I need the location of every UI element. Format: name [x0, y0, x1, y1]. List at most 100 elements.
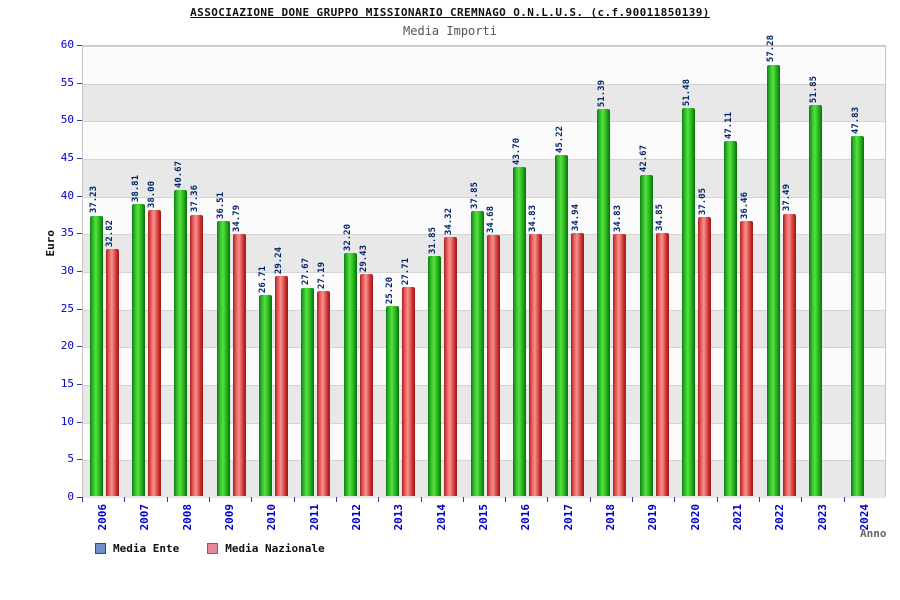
x-axis-tick — [335, 497, 337, 502]
grid-band — [83, 159, 885, 197]
bar-media-ente — [343, 253, 357, 496]
bar-media-nazionale — [740, 221, 754, 496]
y-axis-tick — [77, 45, 82, 46]
y-tick-label: 40 — [60, 188, 74, 202]
bar-value-label: 37.85 — [470, 181, 480, 209]
grid-band — [83, 309, 885, 348]
grid-band — [83, 234, 885, 272]
x-tick-label: 2011 — [307, 504, 321, 531]
x-tick-label: 2020 — [688, 504, 702, 531]
plot-area — [82, 45, 886, 498]
y-axis-tick — [77, 271, 82, 272]
bar-value-label: 51.85 — [808, 76, 819, 104]
gridline — [83, 159, 885, 160]
bar-media-nazionale — [444, 237, 458, 496]
x-tick-label: 2022 — [773, 504, 787, 531]
x-tick-label: 2024 — [857, 504, 871, 531]
x-tick-label: 2016 — [519, 504, 533, 531]
bar-media-nazionale — [698, 216, 712, 496]
legend-item-media-nazionale: Media Nazionale — [207, 542, 325, 555]
x-axis-tick — [462, 497, 464, 502]
bar-media-nazionale — [359, 274, 373, 496]
y-axis-tick — [77, 308, 82, 310]
x-axis-tick — [293, 497, 295, 502]
bar-value-label: 34.83 — [612, 204, 623, 232]
gridline — [83, 460, 885, 462]
x-axis-tick — [166, 497, 168, 502]
y-axis-tick — [77, 459, 82, 461]
bar-value-label: 47.11 — [723, 112, 734, 140]
y-axis-tick — [77, 82, 82, 84]
gridline — [83, 234, 885, 236]
media-ente-swatch-icon — [95, 543, 106, 554]
bar-value-label: 26.71 — [258, 265, 269, 293]
y-tick-label: 35 — [60, 226, 74, 240]
bar-value-label: 27.67 — [300, 258, 311, 286]
bar-value-label: 31.85 — [427, 226, 438, 255]
y-tick-label: 50 — [60, 113, 74, 127]
y-tick-label: 0 — [67, 490, 74, 503]
x-tick-label: 2023 — [815, 504, 829, 531]
x-axis-tick — [82, 497, 83, 502]
bar-value-label: 25.20 — [385, 277, 396, 305]
y-tick-label: 60 — [60, 38, 74, 51]
y-tick-label: 55 — [60, 75, 74, 89]
y-axis-tick — [77, 346, 82, 348]
bar-value-label: 34.85 — [655, 204, 666, 232]
bar-media-nazionale — [105, 248, 119, 496]
gridline — [83, 46, 885, 47]
x-tick-label: 2015 — [477, 504, 490, 531]
bar-value-label: 27.19 — [316, 262, 327, 290]
x-axis-tick — [843, 497, 845, 502]
bar-media-nazionale — [486, 234, 500, 496]
grid-band — [83, 83, 885, 122]
y-axis-tick — [77, 195, 82, 197]
gridline — [83, 272, 885, 273]
bar-value-label: 29.24 — [274, 246, 285, 274]
bar-value-label: 32.82 — [105, 219, 116, 247]
media-nazionale-swatch-icon — [207, 543, 219, 554]
bar-media-nazionale — [274, 275, 288, 496]
bar-media-nazionale — [782, 213, 796, 496]
bar-value-label: 34.79 — [232, 204, 243, 232]
bar-value-label: 40.67 — [173, 160, 184, 188]
bar-value-label: 37.36 — [189, 185, 200, 213]
chart-title: ASSOCIAZIONE DONE GRUPPO MISSIONARIO CRE… — [190, 6, 710, 19]
x-tick-label: 2010 — [265, 504, 279, 531]
bar-media-nazionale — [317, 291, 331, 496]
gridline — [83, 422, 885, 424]
x-axis-tick — [547, 497, 549, 502]
y-tick-label: 45 — [60, 151, 74, 164]
y-axis-tick — [77, 497, 82, 498]
bar-value-label: 27.71 — [401, 258, 412, 286]
x-tick-label: 2012 — [350, 504, 364, 531]
x-tick-label: 2018 — [603, 504, 617, 531]
gridline — [83, 196, 885, 198]
x-tick-label: 2013 — [392, 504, 406, 531]
y-tick-label: 10 — [60, 414, 74, 428]
bar-value-label: 34.94 — [570, 203, 581, 231]
bar-value-label: 47.83 — [850, 106, 861, 134]
bar-media-ente — [131, 203, 145, 496]
x-axis-tick — [674, 497, 676, 502]
bar-value-label: 37.23 — [89, 186, 100, 214]
y-axis-tick — [77, 120, 82, 122]
x-tick-label: 2019 — [646, 504, 660, 531]
bar-value-label: 42.67 — [639, 145, 650, 173]
bar-media-nazionale — [232, 233, 246, 496]
bar-value-label: 43.70 — [512, 137, 523, 165]
legend-label: Media Ente — [113, 542, 180, 555]
bar-media-ente — [174, 189, 188, 496]
x-axis-title: Anno — [860, 527, 887, 540]
bar-media-ente — [470, 210, 484, 496]
bar-media-ente — [597, 108, 611, 496]
bar-value-label: 34.68 — [486, 205, 496, 233]
bar-media-ente — [724, 141, 738, 496]
gridline — [83, 309, 885, 311]
legend: Media Ente Media Nazionale — [95, 542, 325, 555]
grid-band — [83, 385, 885, 423]
bar-media-ente — [258, 294, 272, 496]
y-tick-label: 30 — [60, 264, 74, 277]
x-axis-tick — [208, 497, 210, 502]
